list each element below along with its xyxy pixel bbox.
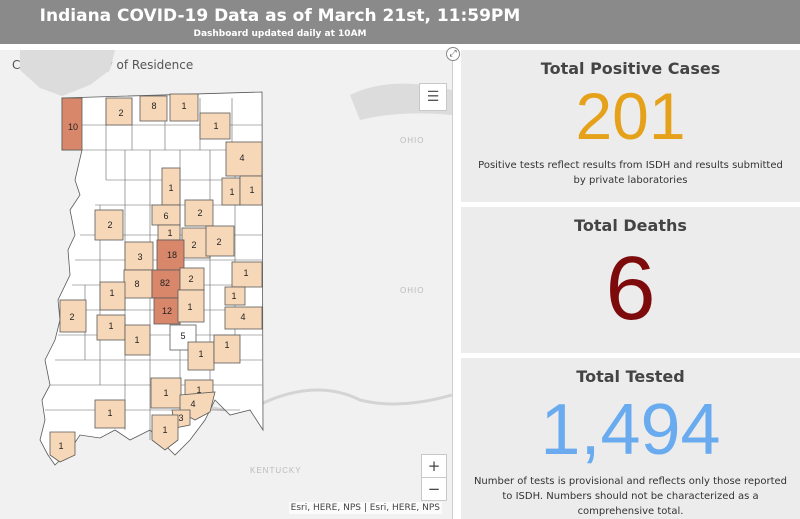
shaded-counties — [49, 93, 263, 463]
count-boone: 18 — [167, 250, 177, 260]
county-vanderburgh[interactable] — [49, 431, 76, 463]
count-monroe: 1 — [134, 335, 139, 345]
count-tippecanoe: 2 — [107, 220, 112, 230]
county-st-joseph[interactable] — [139, 95, 168, 122]
count-harrison: 1 — [162, 425, 167, 435]
county-jay[interactable] — [239, 175, 263, 206]
expand-icon[interactable]: ⤢ — [446, 47, 460, 61]
count-allen: 4 — [239, 153, 244, 163]
count-morgan: 8 — [134, 279, 139, 289]
county-henry[interactable] — [205, 225, 235, 257]
legend-list-icon: ☰ — [426, 89, 440, 105]
total-deaths-value: 6 — [605, 239, 656, 339]
count-lake: 10 — [68, 122, 78, 132]
count-hendricks: 3 — [137, 252, 142, 262]
count-wayne: 1 — [243, 268, 248, 278]
total-positive-note: Positive tests reflect results from ISDH… — [478, 160, 783, 186]
state-label-ohio: OHIO — [400, 136, 424, 145]
county-boone[interactable] — [156, 239, 185, 271]
count-jackson: 1 — [163, 388, 168, 398]
dashboard-header: Indiana COVID-19 Data as of March 21st, … — [0, 0, 800, 44]
count-delaware: 2 — [197, 208, 202, 218]
county-monroe[interactable] — [124, 324, 151, 356]
count-howard: 1 — [168, 183, 173, 193]
map-attribution: Esri, HERE, NPS | Esri, HERE, NPS — [288, 502, 442, 514]
county-madison[interactable] — [181, 227, 211, 259]
count-jefferson: 1 — [196, 385, 201, 395]
count-bartholomew: 5 — [180, 331, 185, 341]
count-porter: 2 — [118, 108, 123, 118]
total-deaths-title: Total Deaths — [574, 216, 687, 235]
state-label-ohio-2: OHIO — [400, 286, 424, 295]
county-ripley[interactable] — [213, 334, 241, 364]
county-tippecanoe[interactable] — [94, 209, 124, 241]
county-fayette[interactable] — [224, 286, 246, 306]
county-elkhart[interactable] — [169, 93, 199, 122]
zoom-out-button[interactable]: − — [422, 477, 446, 500]
dashboard-title: Indiana COVID-19 Data as of March 21st, … — [39, 6, 521, 26]
county-allen[interactable] — [225, 141, 263, 177]
county-daviess[interactable] — [94, 399, 126, 429]
county-count-labels: 10 2 8 1 1 4 1 1 1 6 2 2 1 2 2 3 18 1 8 … — [68, 101, 255, 435]
total-positive-value: 201 — [575, 79, 686, 153]
count-owen: 1 — [109, 288, 114, 298]
total-tested-card: Total Tested 1,494 Number of tests is pr… — [461, 358, 800, 519]
count-st-joseph: 8 — [151, 101, 156, 111]
county-vigo[interactable] — [59, 299, 87, 333]
count-henry: 2 — [216, 237, 221, 247]
total-positive-title: Total Positive Cases — [540, 59, 721, 78]
lake-michigan — [20, 50, 115, 96]
count-hancock: 2 — [188, 274, 193, 284]
state-label-kentucky: KENTUCKY — [250, 466, 302, 475]
count-tipton: 6 — [163, 211, 168, 221]
total-tested-title: Total Tested — [576, 367, 685, 386]
total-tested-value: 1,494 — [540, 390, 721, 470]
total-tested-note: Number of tests is provisional and refle… — [473, 476, 788, 517]
county-noble[interactable] — [199, 112, 231, 140]
count-greene: 1 — [108, 321, 113, 331]
count-vanderburgh: 1 — [58, 441, 63, 451]
zoom-in-button[interactable]: + — [427, 457, 441, 475]
county-marion[interactable] — [151, 269, 181, 299]
count-jay: 1 — [249, 185, 254, 195]
county-owen[interactable] — [99, 281, 126, 311]
county-porter[interactable] — [105, 97, 133, 126]
count-jennings: 1 — [198, 349, 203, 359]
county-jackson[interactable] — [150, 377, 182, 409]
count-madison: 2 — [191, 240, 196, 250]
count-marion: 82 — [160, 278, 170, 288]
indiana-county-map[interactable]: OHIO OHIO KENTUCKY — [0, 50, 452, 519]
county-delaware[interactable] — [184, 199, 214, 227]
county-franklin[interactable] — [224, 306, 263, 330]
county-wayne[interactable] — [231, 261, 263, 288]
count-elkhart: 1 — [181, 101, 186, 111]
count-fayette: 1 — [231, 291, 236, 301]
total-deaths-card: Total Deaths 6 — [461, 207, 800, 353]
legend-list-button[interactable]: ☰ — [419, 83, 447, 111]
count-floyd: 3 — [178, 413, 183, 423]
count-noble: 1 — [213, 121, 218, 131]
count-hamilton: 1 — [167, 228, 172, 238]
count-johnson: 12 — [162, 306, 172, 316]
total-positive-card: Total Positive Cases 201 Positive tests … — [461, 50, 800, 202]
dashboard-subtitle: Dashboard updated daily at 10AM — [193, 29, 367, 39]
count-adams: 1 — [229, 187, 234, 197]
zoom-controls: + − — [421, 454, 447, 501]
county-harrison[interactable] — [151, 414, 179, 451]
count-ripley: 1 — [224, 340, 229, 350]
count-vigo: 2 — [69, 312, 74, 322]
count-shelby: 1 — [187, 302, 192, 312]
county-map-panel[interactable]: Cases by County of Residence OHIO OHIO K… — [0, 50, 453, 519]
county-johnson[interactable] — [153, 297, 181, 325]
county-lake[interactable] — [61, 97, 83, 151]
count-franklin: 4 — [240, 312, 245, 322]
count-daviess: 1 — [107, 408, 112, 418]
county-shelby[interactable] — [177, 289, 205, 323]
count-clark: 4 — [190, 399, 195, 409]
